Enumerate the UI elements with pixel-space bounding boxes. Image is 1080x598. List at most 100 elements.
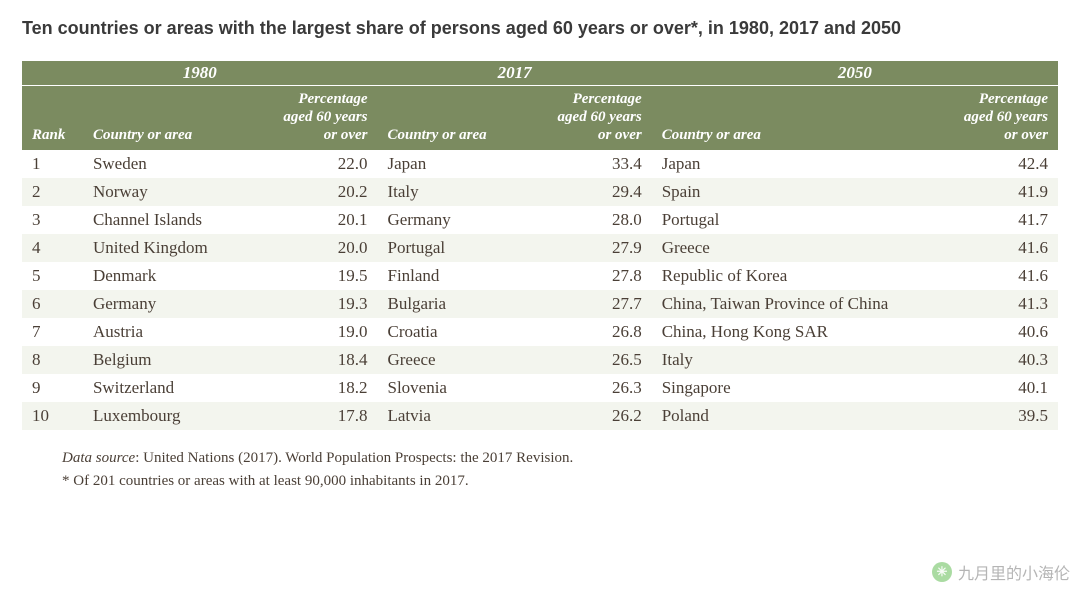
cell-country-2050: Portugal <box>652 206 936 234</box>
cell-country-1980: Germany <box>83 290 256 318</box>
cell-pct-2017: 26.8 <box>530 318 652 346</box>
wechat-icon: ✳ <box>932 562 952 582</box>
table-body: 1Sweden22.0Japan33.4Japan42.42Norway20.2… <box>22 150 1058 430</box>
pct-label-l2: aged 60 years <box>964 109 1048 125</box>
cell-country-2017: Japan <box>377 150 529 178</box>
cell-country-2017: Croatia <box>377 318 529 346</box>
table-header: 1980 2017 2050 Rank Country or area Perc… <box>22 61 1058 150</box>
cell-pct-1980: 20.2 <box>256 178 378 206</box>
cell-country-2017: Italy <box>377 178 529 206</box>
cell-pct-2050: 41.7 <box>936 206 1058 234</box>
cell-country-1980: Luxembourg <box>83 402 256 430</box>
cell-country-2017: Germany <box>377 206 529 234</box>
cell-rank: 3 <box>22 206 83 234</box>
cell-pct-2017: 29.4 <box>530 178 652 206</box>
pct-label-l3: or over <box>598 127 642 143</box>
pct-label-l3: or over <box>1004 127 1048 143</box>
cell-pct-1980: 19.0 <box>256 318 378 346</box>
cell-country-1980: Channel Islands <box>83 206 256 234</box>
cell-country-2017: Greece <box>377 346 529 374</box>
cell-pct-1980: 20.0 <box>256 234 378 262</box>
cell-country-2050: Republic of Korea <box>652 262 936 290</box>
cell-country-1980: Sweden <box>83 150 256 178</box>
cell-country-2050: Italy <box>652 346 936 374</box>
watermark-text: 九月里的小海伦 <box>958 560 1070 584</box>
cell-country-2050: Spain <box>652 178 936 206</box>
cell-pct-2050: 40.3 <box>936 346 1058 374</box>
pct-label-l2: aged 60 years <box>283 109 367 125</box>
data-source-line: Data source: United Nations (2017). Worl… <box>62 450 1058 467</box>
pct-label-l3: or over <box>324 127 368 143</box>
table-row: 6Germany19.3Bulgaria27.7China, Taiwan Pr… <box>22 290 1058 318</box>
cell-pct-1980: 17.8 <box>256 402 378 430</box>
page-title: Ten countries or areas with the largest … <box>22 18 1058 39</box>
cell-pct-1980: 19.5 <box>256 262 378 290</box>
col-pct-3: Percentage aged 60 years or over <box>936 86 1058 151</box>
col-rank: Rank <box>22 86 83 151</box>
cell-pct-2050: 41.9 <box>936 178 1058 206</box>
pct-label-l2: aged 60 years <box>558 109 642 125</box>
cell-pct-1980: 22.0 <box>256 150 378 178</box>
data-source-text: : United Nations (2017). World Populatio… <box>135 450 573 466</box>
cell-pct-1980: 18.4 <box>256 346 378 374</box>
cell-rank: 10 <box>22 402 83 430</box>
cell-country-1980: United Kingdom <box>83 234 256 262</box>
cell-country-1980: Austria <box>83 318 256 346</box>
pct-label-l1: Percentage <box>298 91 367 107</box>
cell-pct-2050: 40.6 <box>936 318 1058 346</box>
cell-rank: 1 <box>22 150 83 178</box>
table-row: 1Sweden22.0Japan33.4Japan42.4 <box>22 150 1058 178</box>
cell-country-2017: Finland <box>377 262 529 290</box>
cell-pct-2017: 28.0 <box>530 206 652 234</box>
footnotes: Data source: United Nations (2017). Worl… <box>22 450 1058 490</box>
year-header-2050: 2050 <box>652 61 1058 86</box>
cell-pct-2017: 26.5 <box>530 346 652 374</box>
pct-label-l1: Percentage <box>979 91 1048 107</box>
year-header-2017: 2017 <box>377 61 651 86</box>
cell-rank: 4 <box>22 234 83 262</box>
cell-rank: 6 <box>22 290 83 318</box>
year-header-1980: 1980 <box>22 61 377 86</box>
table-row: 10Luxembourg17.8Latvia26.2Poland39.5 <box>22 402 1058 430</box>
cell-pct-2017: 27.9 <box>530 234 652 262</box>
cell-country-2050: Poland <box>652 402 936 430</box>
cell-country-1980: Denmark <box>83 262 256 290</box>
cell-country-2050: Singapore <box>652 374 936 402</box>
table-row: 3Channel Islands20.1Germany28.0Portugal4… <box>22 206 1058 234</box>
table-row: 7Austria19.0Croatia26.8China, Hong Kong … <box>22 318 1058 346</box>
col-country-3: Country or area <box>652 86 936 151</box>
cell-pct-2050: 42.4 <box>936 150 1058 178</box>
col-country-1: Country or area <box>83 86 256 151</box>
col-pct-1: Percentage aged 60 years or over <box>256 86 378 151</box>
cell-pct-2017: 26.2 <box>530 402 652 430</box>
cell-pct-2050: 41.6 <box>936 234 1058 262</box>
footnote-star: * Of 201 countries or areas with at leas… <box>62 473 1058 490</box>
cell-rank: 8 <box>22 346 83 374</box>
cell-country-2017: Bulgaria <box>377 290 529 318</box>
cell-rank: 2 <box>22 178 83 206</box>
cell-pct-2050: 40.1 <box>936 374 1058 402</box>
table-row: 9Switzerland18.2Slovenia26.3Singapore40.… <box>22 374 1058 402</box>
cell-pct-1980: 19.3 <box>256 290 378 318</box>
cell-country-2050: China, Hong Kong SAR <box>652 318 936 346</box>
pct-label-l1: Percentage <box>573 91 642 107</box>
col-country-2: Country or area <box>377 86 529 151</box>
cell-country-2050: China, Taiwan Province of China <box>652 290 936 318</box>
cell-country-2017: Latvia <box>377 402 529 430</box>
table-row: 4United Kingdom20.0Portugal27.9Greece41.… <box>22 234 1058 262</box>
cell-country-2017: Slovenia <box>377 374 529 402</box>
cell-country-2017: Portugal <box>377 234 529 262</box>
wechat-watermark: ✳ 九月里的小海伦 <box>932 560 1070 584</box>
table-row: 5Denmark19.5Finland27.8Republic of Korea… <box>22 262 1058 290</box>
cell-pct-2050: 41.6 <box>936 262 1058 290</box>
cell-pct-1980: 18.2 <box>256 374 378 402</box>
table-row: 2Norway20.2Italy29.4Spain41.9 <box>22 178 1058 206</box>
col-pct-2: Percentage aged 60 years or over <box>530 86 652 151</box>
cell-country-1980: Switzerland <box>83 374 256 402</box>
table-row: 8Belgium18.4Greece26.5Italy40.3 <box>22 346 1058 374</box>
cell-pct-2017: 33.4 <box>530 150 652 178</box>
cell-country-2050: Greece <box>652 234 936 262</box>
cell-pct-2050: 41.3 <box>936 290 1058 318</box>
cell-pct-2050: 39.5 <box>936 402 1058 430</box>
cell-pct-1980: 20.1 <box>256 206 378 234</box>
